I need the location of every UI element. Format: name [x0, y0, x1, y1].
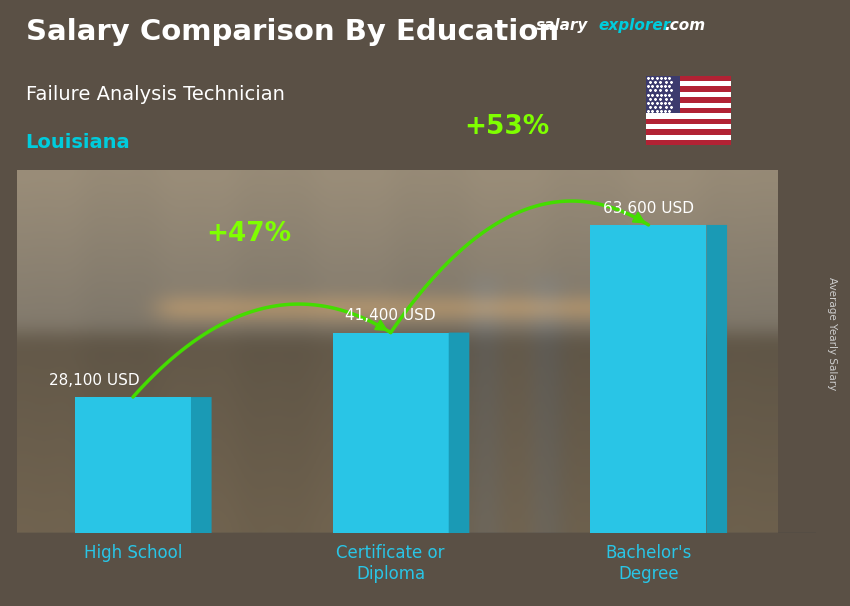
Text: 63,600 USD: 63,600 USD — [603, 201, 694, 216]
Polygon shape — [449, 333, 469, 533]
Text: Louisiana: Louisiana — [26, 133, 130, 152]
Bar — [646, 119, 731, 124]
Bar — [646, 108, 731, 113]
Bar — [646, 135, 731, 140]
Bar — [591, 225, 706, 533]
Text: 28,100 USD: 28,100 USD — [49, 373, 139, 388]
Bar — [75, 397, 191, 533]
Text: explorer: explorer — [598, 18, 671, 33]
Bar — [646, 129, 731, 135]
Text: Average Yearly Salary: Average Yearly Salary — [827, 277, 837, 390]
Polygon shape — [191, 397, 212, 533]
Text: .com: .com — [665, 18, 706, 33]
Bar — [646, 76, 680, 113]
Text: Salary Comparison By Education: Salary Comparison By Education — [26, 18, 558, 46]
Bar — [332, 333, 449, 533]
Text: salary: salary — [536, 18, 588, 33]
Bar — [646, 140, 731, 145]
Bar — [646, 113, 731, 119]
Bar — [646, 92, 731, 97]
Bar — [646, 87, 731, 92]
Text: 41,400 USD: 41,400 USD — [345, 308, 436, 324]
Text: Failure Analysis Technician: Failure Analysis Technician — [26, 85, 285, 104]
Text: +53%: +53% — [464, 113, 549, 139]
Bar — [646, 97, 731, 102]
Text: +47%: +47% — [207, 221, 292, 247]
Bar — [646, 81, 731, 87]
Bar — [646, 124, 731, 129]
Bar — [646, 102, 731, 108]
Polygon shape — [706, 225, 727, 533]
Bar — [646, 76, 731, 81]
